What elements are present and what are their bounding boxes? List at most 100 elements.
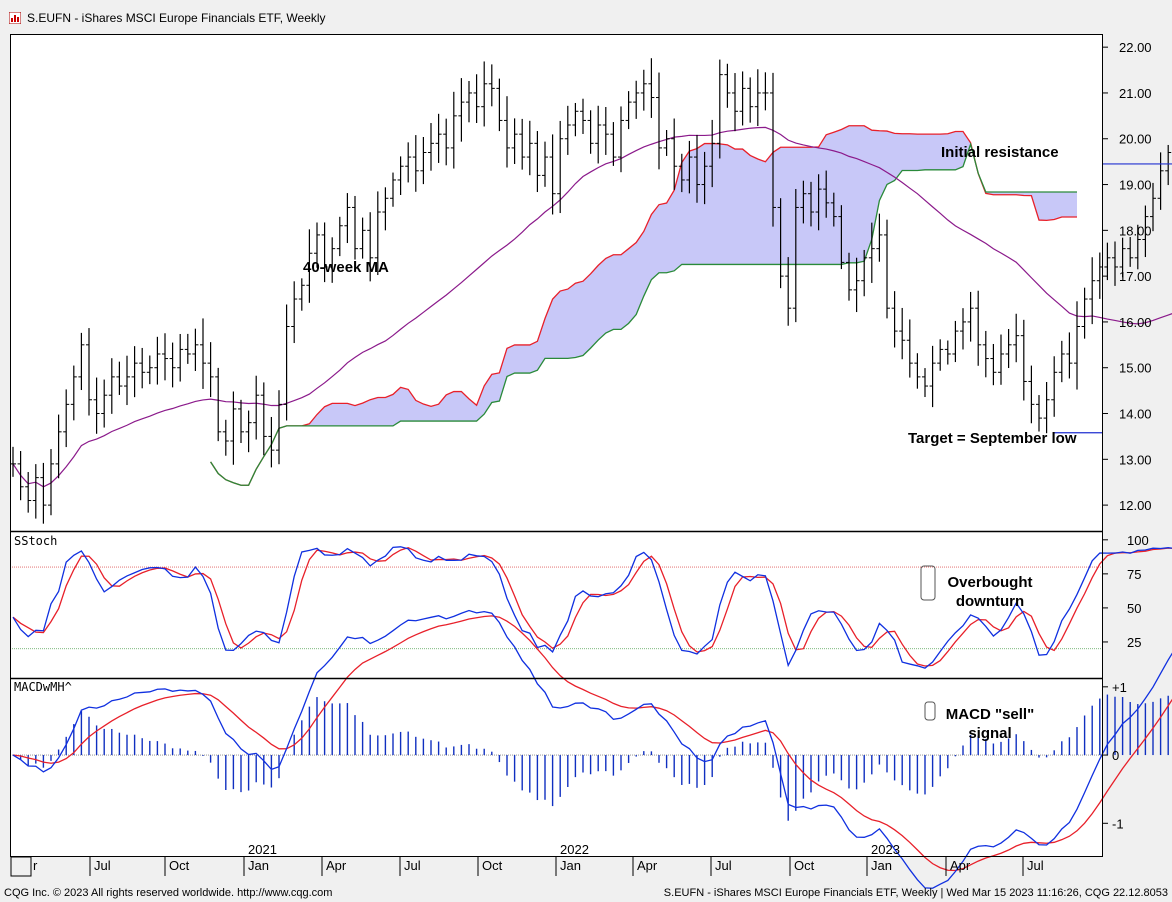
price-bar [260,382,267,456]
price-bar [830,192,837,227]
price-axis-tick-label: 18.00 [1119,223,1152,238]
price-bar [1020,319,1027,401]
annotation-initial-resistance: Initial resistance [941,144,1059,161]
price-axis-tick-label: 20.00 [1119,132,1152,147]
price-bar [572,102,579,137]
price-bar [32,464,39,519]
price-bar [450,91,457,169]
price-bar [504,96,510,168]
price-axis-tick-label: 13.00 [1119,452,1152,467]
price-bar [291,281,298,344]
price-bar [1051,356,1058,417]
price-bar [48,449,54,516]
time-axis-month-label: Jan [248,858,269,873]
price-bar [1112,241,1118,286]
price-bar [101,379,108,428]
macd-panel [10,678,1103,856]
price-bar [656,72,662,170]
time-axis-year-label: 2021 [248,842,277,857]
price-bar [960,308,966,350]
price-bar [754,69,761,127]
price-bar [640,69,647,111]
price-bar [884,219,890,319]
price-bar [929,345,936,408]
price-bar [762,72,769,111]
price-bar [1043,381,1050,434]
annotation-macd-sell: MACD "sell" [946,706,1034,723]
price-bar [146,355,153,385]
macd-axis-tick-label: +1 [1112,680,1127,695]
price-bar [777,198,784,289]
macd-line [12,609,1172,889]
price-bar [922,368,928,398]
time-axis-month-label: Oct [169,858,190,873]
price-axis-tick-label: 21.00 [1119,86,1152,101]
price-bar [526,120,533,176]
price-bar [610,122,617,166]
price-bar [116,361,123,395]
time-axis-month-label: Apr [637,858,658,873]
price-bar [154,336,161,385]
price-bar [412,135,419,192]
price-bar [162,333,168,381]
price-bar [245,410,252,453]
annotation-downturn: downturn [956,593,1024,610]
price-bar [352,195,358,260]
price-bar [1119,237,1126,278]
price-bar [374,191,381,276]
price-bar [481,61,488,127]
annotation-overbought: Overbought [948,574,1033,591]
price-bar [367,212,374,282]
macd-highlight-box [924,701,936,721]
price-bar [663,130,670,156]
price-bar [671,118,678,190]
price-bar [891,291,898,348]
price-bar [580,98,586,134]
price-bar [40,462,47,524]
price-bar [17,451,24,501]
scroll-handle[interactable] [10,856,32,877]
macd-panel-label: MACDwMH^ [14,680,72,694]
price-bar [846,252,852,301]
price-bar [876,213,883,262]
cloud-span-red-line [210,125,1077,486]
price-bar [466,80,472,123]
price-bar [785,257,792,326]
price-axis-tick-label: 16.00 [1119,315,1152,330]
time-axis-year-label: 2023 [871,842,900,857]
price-bar [709,119,716,188]
price-bar [314,222,320,268]
price-bar [990,343,997,386]
price-bar [1127,237,1134,267]
price-bar [306,229,313,303]
price-bar [1005,329,1012,369]
price-bar [222,419,229,456]
time-axis-month-label: Jan [871,858,892,873]
price-bar [1134,224,1141,270]
price-bar [701,151,708,205]
time-axis-year-label: 2022 [560,842,589,857]
price-bar [747,77,754,123]
price-bar [435,113,442,163]
price-bar [25,472,32,513]
price-bar [200,318,206,389]
stoch-axis-tick-label: 25 [1127,635,1141,650]
price-bar [937,339,944,371]
price-bar [678,153,685,193]
price-bar [70,365,77,421]
price-bar [815,174,822,231]
price-panel [10,34,1103,531]
price-axis-tick-label: 19.00 [1119,178,1152,193]
macd-axis-tick-label: 0 [1112,748,1119,763]
stoch-k-line [12,546,1172,669]
price-bar [184,333,191,364]
price-bar [861,249,868,297]
price-bar [1066,332,1073,379]
stoch-axis-tick-label: 75 [1127,567,1141,582]
price-bar [86,328,92,416]
price-bar [542,141,548,187]
price-bar [625,91,632,130]
price-bar [808,181,814,227]
price-bar [800,180,807,224]
price-bar [1150,182,1156,232]
